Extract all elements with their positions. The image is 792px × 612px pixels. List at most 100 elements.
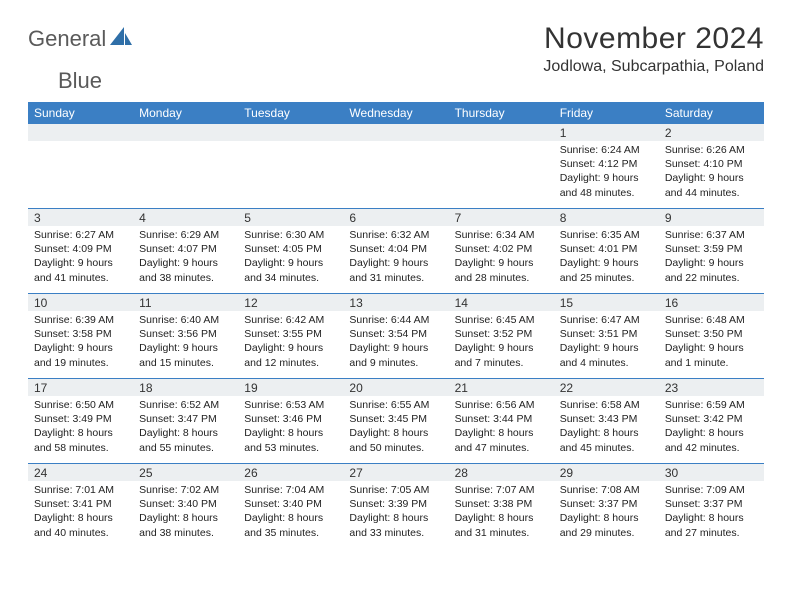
calendar-page: General November 2024 Jodlowa, Subcarpat… xyxy=(0,0,792,566)
daylight-text: Daylight: 9 hours xyxy=(455,256,548,270)
day-details xyxy=(28,141,133,147)
day-details xyxy=(343,141,448,147)
sunset-text: Sunset: 3:38 PM xyxy=(455,497,548,511)
daylight-text: and 19 minutes. xyxy=(34,356,127,370)
daylight-text: and 47 minutes. xyxy=(455,441,548,455)
day-cell xyxy=(133,124,238,208)
day-cell: 29Sunrise: 7:08 AMSunset: 3:37 PMDayligh… xyxy=(554,464,659,548)
day-number: 2 xyxy=(659,124,764,141)
day-number: 19 xyxy=(238,379,343,396)
day-cell: 19Sunrise: 6:53 AMSunset: 3:46 PMDayligh… xyxy=(238,379,343,463)
title-block: November 2024 Jodlowa, Subcarpathia, Pol… xyxy=(543,22,764,76)
daylight-text: Daylight: 8 hours xyxy=(455,511,548,525)
day-number: 10 xyxy=(28,294,133,311)
day-cell: 5Sunrise: 6:30 AMSunset: 4:05 PMDaylight… xyxy=(238,209,343,293)
daylight-text: Daylight: 9 hours xyxy=(560,256,653,270)
weekday-header: Monday xyxy=(133,102,238,124)
sunrise-text: Sunrise: 7:05 AM xyxy=(349,483,442,497)
sunrise-text: Sunrise: 6:59 AM xyxy=(665,398,758,412)
weekday-header-row: Sunday Monday Tuesday Wednesday Thursday… xyxy=(28,102,764,124)
sunset-text: Sunset: 4:12 PM xyxy=(560,157,653,171)
daylight-text: and 58 minutes. xyxy=(34,441,127,455)
day-cell: 26Sunrise: 7:04 AMSunset: 3:40 PMDayligh… xyxy=(238,464,343,548)
sunset-text: Sunset: 3:59 PM xyxy=(665,242,758,256)
day-details: Sunrise: 6:35 AMSunset: 4:01 PMDaylight:… xyxy=(554,226,659,289)
day-details: Sunrise: 6:44 AMSunset: 3:54 PMDaylight:… xyxy=(343,311,448,374)
daylight-text: and 55 minutes. xyxy=(139,441,232,455)
month-title: November 2024 xyxy=(543,22,764,56)
day-number: 15 xyxy=(554,294,659,311)
sunset-text: Sunset: 3:52 PM xyxy=(455,327,548,341)
sunset-text: Sunset: 3:58 PM xyxy=(34,327,127,341)
week-row: 3Sunrise: 6:27 AMSunset: 4:09 PMDaylight… xyxy=(28,208,764,293)
daylight-text: Daylight: 8 hours xyxy=(560,426,653,440)
daylight-text: and 4 minutes. xyxy=(560,356,653,370)
daylight-text: and 15 minutes. xyxy=(139,356,232,370)
daylight-text: Daylight: 8 hours xyxy=(349,511,442,525)
day-number: 4 xyxy=(133,209,238,226)
day-cell: 13Sunrise: 6:44 AMSunset: 3:54 PMDayligh… xyxy=(343,294,448,378)
day-details: Sunrise: 6:45 AMSunset: 3:52 PMDaylight:… xyxy=(449,311,554,374)
day-details: Sunrise: 6:56 AMSunset: 3:44 PMDaylight:… xyxy=(449,396,554,459)
day-cell: 28Sunrise: 7:07 AMSunset: 3:38 PMDayligh… xyxy=(449,464,554,548)
day-details: Sunrise: 6:52 AMSunset: 3:47 PMDaylight:… xyxy=(133,396,238,459)
brand-word-2: Blue xyxy=(58,68,102,94)
weeks-container: 1Sunrise: 6:24 AMSunset: 4:12 PMDaylight… xyxy=(28,124,764,548)
daylight-text: and 45 minutes. xyxy=(560,441,653,455)
daylight-text: and 35 minutes. xyxy=(244,526,337,540)
day-cell: 1Sunrise: 6:24 AMSunset: 4:12 PMDaylight… xyxy=(554,124,659,208)
daylight-text: Daylight: 9 hours xyxy=(34,341,127,355)
sunrise-text: Sunrise: 6:32 AM xyxy=(349,228,442,242)
sunset-text: Sunset: 4:04 PM xyxy=(349,242,442,256)
day-number: 17 xyxy=(28,379,133,396)
day-cell xyxy=(343,124,448,208)
day-details: Sunrise: 6:39 AMSunset: 3:58 PMDaylight:… xyxy=(28,311,133,374)
day-details: Sunrise: 6:37 AMSunset: 3:59 PMDaylight:… xyxy=(659,226,764,289)
daylight-text: Daylight: 9 hours xyxy=(665,341,758,355)
day-cell: 21Sunrise: 6:56 AMSunset: 3:44 PMDayligh… xyxy=(449,379,554,463)
day-number: 26 xyxy=(238,464,343,481)
day-number: 5 xyxy=(238,209,343,226)
daylight-text: and 29 minutes. xyxy=(560,526,653,540)
day-number: 8 xyxy=(554,209,659,226)
sunset-text: Sunset: 3:39 PM xyxy=(349,497,442,511)
daylight-text: Daylight: 8 hours xyxy=(244,511,337,525)
day-number: 1 xyxy=(554,124,659,141)
day-cell: 14Sunrise: 6:45 AMSunset: 3:52 PMDayligh… xyxy=(449,294,554,378)
weekday-header: Sunday xyxy=(28,102,133,124)
daylight-text: and 31 minutes. xyxy=(349,271,442,285)
weekday-header: Friday xyxy=(554,102,659,124)
daylight-text: and 7 minutes. xyxy=(455,356,548,370)
day-number: 9 xyxy=(659,209,764,226)
sunrise-text: Sunrise: 6:55 AM xyxy=(349,398,442,412)
day-cell: 17Sunrise: 6:50 AMSunset: 3:49 PMDayligh… xyxy=(28,379,133,463)
day-number xyxy=(343,124,448,141)
day-cell: 27Sunrise: 7:05 AMSunset: 3:39 PMDayligh… xyxy=(343,464,448,548)
day-details: Sunrise: 6:30 AMSunset: 4:05 PMDaylight:… xyxy=(238,226,343,289)
location-text: Jodlowa, Subcarpathia, Poland xyxy=(543,58,764,76)
day-cell: 22Sunrise: 6:58 AMSunset: 3:43 PMDayligh… xyxy=(554,379,659,463)
daylight-text: and 53 minutes. xyxy=(244,441,337,455)
day-cell: 7Sunrise: 6:34 AMSunset: 4:02 PMDaylight… xyxy=(449,209,554,293)
day-details: Sunrise: 6:48 AMSunset: 3:50 PMDaylight:… xyxy=(659,311,764,374)
daylight-text: Daylight: 9 hours xyxy=(560,341,653,355)
day-details: Sunrise: 7:05 AMSunset: 3:39 PMDaylight:… xyxy=(343,481,448,544)
sunset-text: Sunset: 3:54 PM xyxy=(349,327,442,341)
day-details: Sunrise: 7:07 AMSunset: 3:38 PMDaylight:… xyxy=(449,481,554,544)
daylight-text: and 44 minutes. xyxy=(665,186,758,200)
day-number: 11 xyxy=(133,294,238,311)
day-number: 6 xyxy=(343,209,448,226)
sunset-text: Sunset: 3:44 PM xyxy=(455,412,548,426)
daylight-text: Daylight: 8 hours xyxy=(244,426,337,440)
day-number: 27 xyxy=(343,464,448,481)
day-cell xyxy=(238,124,343,208)
sunset-text: Sunset: 3:45 PM xyxy=(349,412,442,426)
day-details: Sunrise: 6:24 AMSunset: 4:12 PMDaylight:… xyxy=(554,141,659,204)
day-cell: 30Sunrise: 7:09 AMSunset: 3:37 PMDayligh… xyxy=(659,464,764,548)
sunset-text: Sunset: 4:01 PM xyxy=(560,242,653,256)
sunrise-text: Sunrise: 6:42 AM xyxy=(244,313,337,327)
sunrise-text: Sunrise: 6:47 AM xyxy=(560,313,653,327)
daylight-text: Daylight: 8 hours xyxy=(665,511,758,525)
day-details: Sunrise: 7:02 AMSunset: 3:40 PMDaylight:… xyxy=(133,481,238,544)
sunrise-text: Sunrise: 6:35 AM xyxy=(560,228,653,242)
